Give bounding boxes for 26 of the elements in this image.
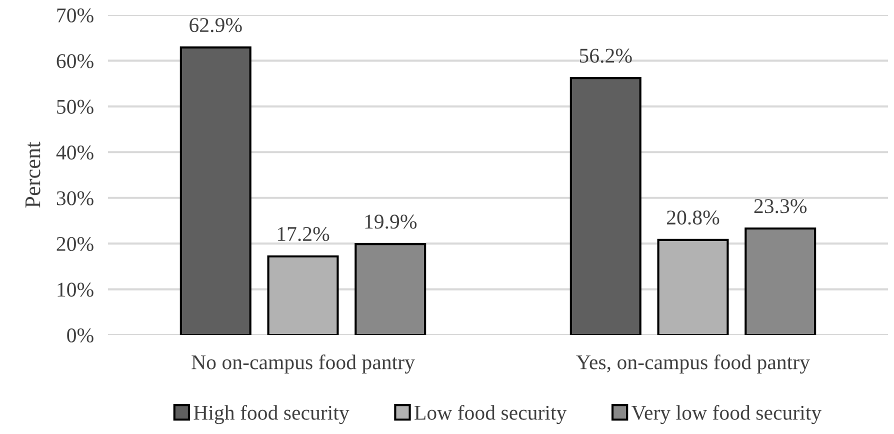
y-tick-label: 60% (56, 54, 94, 68)
y-tick-label: 20% (56, 236, 94, 252)
y-axis-title: Percent (26, 142, 40, 208)
bar (657, 238, 729, 335)
bar (354, 242, 426, 335)
y-tick-label: 70% (57, 8, 94, 22)
data-label: 62.9% (190, 18, 242, 32)
y-tick-label: 10% (58, 282, 94, 297)
y-tick-label: 40% (56, 146, 94, 160)
x-tick-label: No on-campus food pantry (192, 354, 415, 374)
data-label: 23.3% (754, 199, 807, 214)
bar (570, 77, 642, 335)
data-label: 17.2% (278, 226, 330, 242)
data-label: 56.2% (580, 48, 632, 63)
y-tick-label: 30% (56, 191, 94, 206)
data-label: 20.8% (667, 210, 720, 225)
legend-label: Low food security (414, 404, 567, 424)
legend-label: High food security (194, 404, 350, 424)
data-label: 19.9% (365, 214, 417, 229)
x-tick-label: Yes, on-campus food pantry (576, 354, 810, 374)
bar (267, 255, 339, 335)
legend-label: Very low food security (632, 404, 822, 424)
y-tick-label: 50% (57, 100, 94, 114)
bar (180, 46, 252, 335)
y-tick-label: 0% (67, 328, 94, 342)
bar (744, 227, 816, 335)
